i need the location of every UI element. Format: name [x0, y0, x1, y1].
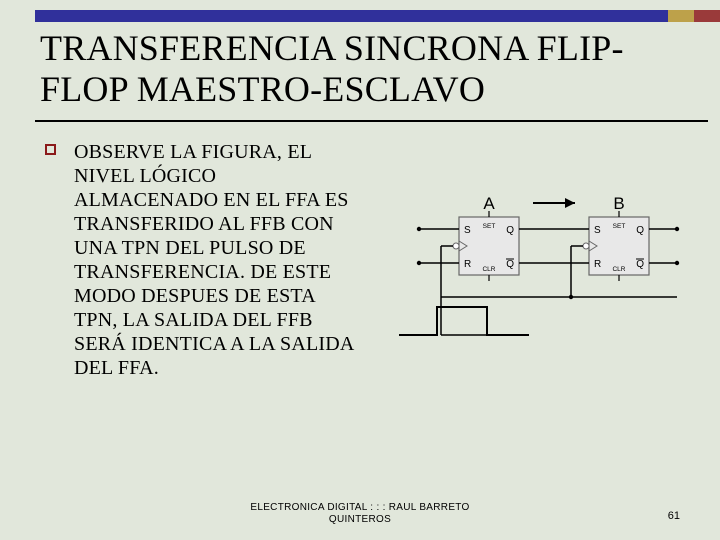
- body-row: OBSERVE LA FIGURA, EL NIVEL LÓGICO ALMAC…: [45, 140, 705, 380]
- body-paragraph: OBSERVE LA FIGURA, EL NIVEL LÓGICO ALMAC…: [74, 140, 354, 380]
- svg-text:Q: Q: [506, 259, 514, 270]
- svg-text:R: R: [594, 259, 601, 270]
- strip-seg-accent1: [668, 10, 694, 22]
- svg-text:B: B: [613, 194, 624, 213]
- strip-seg-main: [35, 10, 668, 22]
- page-title: TRANSFERENCIA SINCRONA FLIP-FLOP MAESTRO…: [40, 28, 700, 111]
- horizontal-rule: [35, 120, 708, 122]
- flip-flop-diagram: A S R Q Q SET CLR B S R Q Q SET CLR: [389, 175, 689, 375]
- svg-text:A: A: [483, 194, 495, 213]
- svg-text:Q: Q: [636, 259, 644, 270]
- svg-text:Q: Q: [636, 225, 644, 236]
- svg-text:Q: Q: [506, 225, 514, 236]
- svg-text:CLR: CLR: [482, 266, 495, 273]
- svg-text:SET: SET: [612, 223, 625, 230]
- strip-seg-accent2: [694, 10, 720, 22]
- svg-text:SET: SET: [482, 223, 495, 230]
- svg-text:CLR: CLR: [612, 266, 625, 273]
- decorative-strip: [35, 10, 720, 22]
- svg-text:R: R: [464, 259, 471, 270]
- footer-text: ELECTRONICA DIGITAL : : : RAUL BARRETO Q…: [230, 502, 490, 526]
- title-block: TRANSFERENCIA SINCRONA FLIP-FLOP MAESTRO…: [40, 28, 700, 111]
- bullet-column: [45, 140, 56, 380]
- page-number: 61: [668, 510, 680, 522]
- svg-text:S: S: [594, 225, 601, 236]
- figure-column: A S R Q Q SET CLR B S R Q Q SET CLR: [372, 140, 705, 380]
- footer: ELECTRONICA DIGITAL : : : RAUL BARRETO Q…: [0, 502, 720, 526]
- svg-text:S: S: [464, 225, 471, 236]
- square-bullet-icon: [45, 144, 56, 155]
